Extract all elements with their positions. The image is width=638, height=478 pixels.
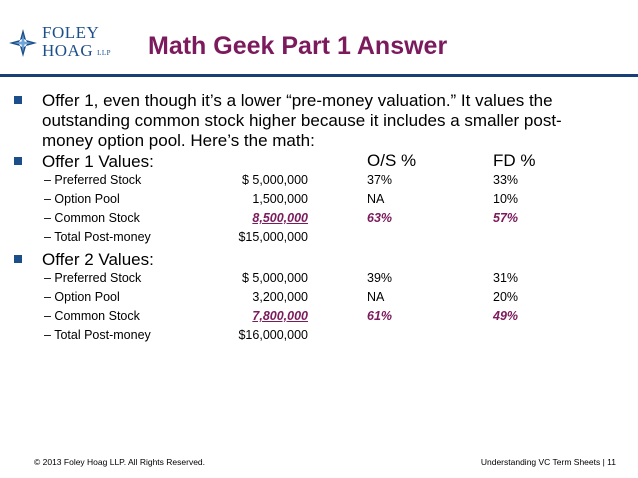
row-os: 37% <box>367 173 393 187</box>
row-label: – Common Stock <box>44 211 140 225</box>
row-amount: $15,000,000 <box>238 230 308 244</box>
row-label: – Total Post-money <box>44 230 151 244</box>
row-amount: 1,500,000 <box>252 192 308 206</box>
square-bullet-icon <box>14 96 22 104</box>
footer-page-info: Understanding VC Term Sheets | 11 <box>480 457 616 467</box>
offer1-row-option-pool: – Option Pool 1,500,000 NA 10% <box>0 192 638 211</box>
row-label: – Preferred Stock <box>44 271 142 285</box>
square-bullet-icon <box>14 255 22 263</box>
logo-llp: LLP <box>97 49 112 57</box>
row-fd: 20% <box>493 290 519 304</box>
offer2-row-common: – Common Stock 7,800,000 61% 49% <box>0 309 638 328</box>
row-fd: 57% <box>493 211 519 225</box>
row-label: – Preferred Stock <box>44 173 142 187</box>
foley-hoag-logo: FOLEY HOAG LLP <box>8 24 118 64</box>
square-bullet-icon <box>14 157 22 165</box>
row-amount: 8,500,000 <box>252 211 308 225</box>
row-os: NA <box>367 192 385 206</box>
answer-line-1: Offer 1, even though it’s a lower “pre-m… <box>42 91 553 110</box>
row-label: – Common Stock <box>44 309 140 323</box>
logo-line-hoag: HOAG <box>42 41 94 60</box>
row-os: 63% <box>367 211 393 225</box>
row-amount: $ 5,000,000 <box>241 271 308 285</box>
answer-line-2: outstanding common stock higher because … <box>42 111 562 130</box>
row-fd: 10% <box>493 192 519 206</box>
row-os: 39% <box>367 271 393 285</box>
compass-star-icon <box>9 29 37 57</box>
row-label: – Total Post-money <box>44 328 151 342</box>
row-os: 61% <box>367 309 393 323</box>
offer2-heading: Offer 2 Values: <box>42 250 154 269</box>
offer1-row-preferred: – Preferred Stock $ 5,000,000 37% 33% <box>0 173 638 192</box>
offer2-row-preferred: – Preferred Stock $ 5,000,000 39% 31% <box>0 271 638 290</box>
title-divider <box>0 74 638 77</box>
os-column-header: O/S % <box>367 151 417 170</box>
row-amount: 3,200,000 <box>252 290 308 304</box>
row-amount: 7,800,000 <box>252 309 308 323</box>
row-fd: 33% <box>493 173 519 187</box>
row-os: NA <box>367 290 385 304</box>
row-amount: $ 5,000,000 <box>241 173 308 187</box>
row-label: – Option Pool <box>44 192 120 206</box>
offer2-row-total: – Total Post-money $16,000,000 <box>0 328 638 347</box>
logo-wordmark: FOLEY HOAG LLP <box>42 24 111 62</box>
logo-line-foley: FOLEY <box>42 23 100 42</box>
slide-title: Math Geek Part 1 Answer <box>148 32 448 60</box>
offer1-row-common: – Common Stock 8,500,000 63% 57% <box>0 211 638 230</box>
row-label: – Option Pool <box>44 290 120 304</box>
offer2-row-option-pool: – Option Pool 3,200,000 NA 20% <box>0 290 638 309</box>
footer-copyright: © 2013 Foley Hoag LLP. All Rights Reserv… <box>34 457 206 467</box>
offer1-heading: Offer 1 Values: <box>42 152 154 171</box>
answer-line-3: money option pool. Here’s the math: <box>42 131 315 150</box>
offer1-row-total: – Total Post-money $15,000,000 <box>0 230 638 249</box>
row-fd: 49% <box>493 309 519 323</box>
row-fd: 31% <box>493 271 519 285</box>
row-amount: $16,000,000 <box>238 328 308 342</box>
fd-column-header: FD % <box>493 151 536 170</box>
